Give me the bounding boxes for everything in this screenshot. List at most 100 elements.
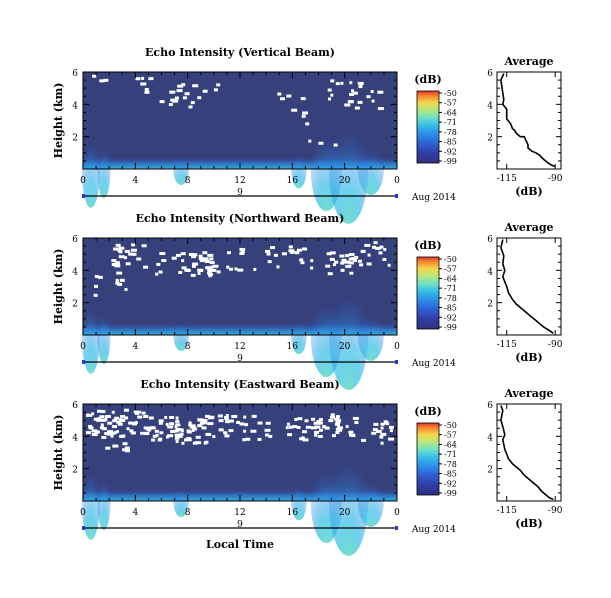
missing-data-pixel — [349, 271, 354, 275]
missing-data-pixel — [175, 419, 180, 423]
missing-data-pixel — [379, 435, 384, 439]
missing-data-pixel — [204, 440, 209, 444]
missing-data-pixel — [253, 267, 257, 271]
missing-data-pixel — [111, 425, 117, 429]
average-y-tick-label: 6 — [487, 235, 493, 245]
colorbar-label: -71 — [444, 284, 457, 293]
x-tick-label: 0 — [394, 508, 400, 518]
missing-data-pixel — [202, 251, 208, 255]
missing-data-pixel — [318, 418, 323, 422]
date-tick-label: 9 — [237, 354, 243, 364]
colorbar-label: -85 — [444, 304, 457, 313]
missing-data-pixel — [349, 81, 353, 85]
colorbar-label: -99 — [444, 489, 457, 498]
missing-data-pixel — [152, 434, 157, 438]
missing-data-pixel — [225, 414, 229, 418]
x-tick-label: 20 — [339, 508, 351, 518]
date-axis-end-marker — [395, 194, 398, 198]
missing-data-pixel — [126, 427, 130, 431]
missing-data-pixel — [310, 259, 314, 263]
x-tick-label: 20 — [339, 342, 351, 352]
chart-title: Echo Intensity (Vertical Beam) — [145, 46, 335, 59]
x-tick-label: 16 — [287, 342, 299, 352]
missing-data-pixel — [239, 251, 245, 255]
average-x-label: (dB) — [515, 185, 542, 198]
missing-data-pixel — [167, 425, 174, 429]
missing-data-pixel — [186, 429, 191, 433]
missing-data-pixel — [226, 265, 230, 269]
missing-data-pixel — [354, 421, 359, 425]
colorbar-label: -71 — [444, 450, 457, 459]
y-tick-label: 6 — [72, 235, 78, 245]
missing-data-pixel — [131, 243, 136, 247]
missing-data-pixel — [302, 111, 309, 115]
missing-data-pixel — [288, 249, 295, 253]
missing-data-pixel — [203, 420, 208, 424]
missing-data-pixel — [192, 262, 199, 266]
colorbar-label: -57 — [444, 99, 457, 108]
missing-data-pixel — [383, 248, 387, 252]
missing-data-pixel — [331, 434, 336, 438]
missing-data-pixel — [123, 256, 127, 260]
missing-data-pixel — [287, 433, 293, 437]
missing-data-pixel — [313, 430, 319, 434]
missing-data-pixel — [371, 99, 375, 103]
missing-data-pixel — [330, 413, 335, 417]
x-tick-label: 0 — [80, 508, 86, 518]
missing-data-pixel — [379, 245, 384, 249]
missing-data-pixel — [375, 246, 382, 250]
missing-data-pixel — [384, 421, 390, 425]
average-y-tick-label: 4 — [487, 433, 493, 443]
missing-data-pixel — [117, 248, 122, 252]
missing-data-pixel — [143, 414, 149, 418]
colorbar-label: -64 — [444, 440, 457, 449]
missing-data-pixel — [91, 429, 98, 433]
missing-data-pixel — [116, 271, 123, 275]
missing-data-pixel — [116, 420, 122, 424]
missing-data-pixel — [93, 417, 98, 421]
missing-data-pixel — [192, 253, 198, 257]
colorbar-label: -57 — [444, 265, 457, 274]
missing-data-pixel — [364, 243, 371, 247]
missing-data-pixel — [107, 421, 113, 425]
missing-data-pixel — [218, 419, 224, 423]
missing-data-pixel — [245, 437, 251, 441]
x-tick-label: 0 — [80, 176, 86, 186]
missing-data-pixel — [133, 410, 138, 414]
missing-data-pixel — [210, 265, 214, 269]
missing-data-pixel — [318, 141, 324, 145]
missing-data-pixel — [240, 250, 245, 254]
missing-data-pixel — [387, 263, 391, 267]
x-tick-label: 4 — [132, 176, 138, 186]
date-axis-end-marker — [82, 360, 85, 364]
missing-data-pixel — [231, 415, 238, 419]
missing-data-pixel — [340, 81, 344, 85]
missing-data-pixel — [188, 252, 194, 256]
missing-data-pixel — [289, 250, 294, 254]
missing-data-pixel — [305, 425, 311, 429]
missing-data-pixel — [207, 270, 212, 274]
x-tick-label: 12 — [234, 508, 245, 518]
y-axis-label: Height (km) — [52, 249, 65, 325]
missing-data-pixel — [101, 435, 107, 439]
missing-data-pixel — [264, 428, 271, 432]
missing-data-pixel — [380, 422, 385, 426]
missing-data-pixel — [188, 105, 193, 109]
missing-data-pixel — [186, 436, 192, 440]
panel-vertical-beam: Echo Intensity (Vertical Beam) 0 4 8 12 16 20… — [52, 46, 563, 224]
missing-data-pixel — [115, 243, 121, 247]
missing-data-pixel — [99, 79, 105, 83]
missing-data-pixel — [161, 258, 167, 262]
missing-data-pixel — [114, 261, 120, 265]
missing-data-pixel — [304, 419, 309, 423]
missing-data-pixel — [330, 93, 334, 97]
panel-eastward-beam: Echo Intensity (Eastward Beam) Local Tim… — [52, 378, 563, 556]
average-x-label: (dB) — [515, 351, 542, 364]
average-x-tick-label: -90 — [548, 506, 563, 516]
missing-data-pixel — [169, 422, 175, 426]
missing-data-pixel — [242, 247, 246, 251]
missing-data-pixel — [354, 255, 359, 259]
missing-data-pixel — [199, 421, 204, 425]
missing-data-pixel — [113, 431, 117, 435]
missing-data-pixel — [243, 429, 247, 433]
